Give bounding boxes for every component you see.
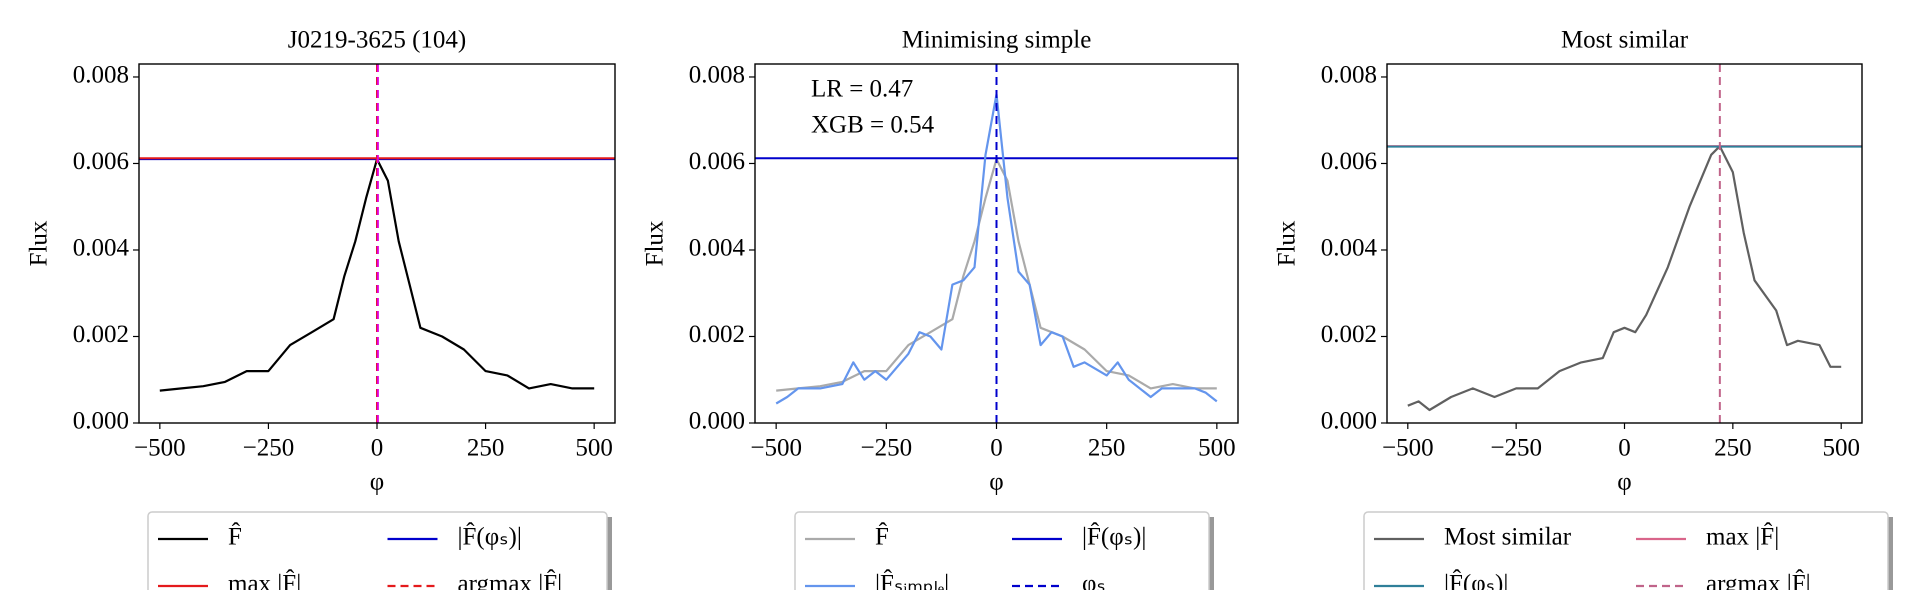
y-axis-label: Flux — [1274, 220, 1301, 266]
legend — [794, 511, 1210, 590]
y-tick-label: 0.004 — [73, 235, 130, 262]
x-tick-label: −250 — [861, 435, 913, 462]
x-tick-label: 500 — [1822, 435, 1860, 462]
y-tick-label: 0.004 — [689, 235, 746, 262]
plot-area — [755, 64, 1238, 423]
subplot: Minimising simple φ Flux −500 −250 0 250 500 0.0… — [642, 27, 1239, 590]
legend-label: argmax |F̂| — [1706, 569, 1811, 590]
y-tick-label: 0.006 — [689, 148, 745, 175]
x-tick-label: 0 — [990, 435, 1003, 462]
plot-area — [139, 64, 615, 423]
y-tick-label: 0.000 — [689, 408, 745, 435]
y-axis-label: Flux — [642, 220, 669, 266]
x-tick-label: −500 — [134, 435, 186, 462]
x-tick-label: 500 — [1198, 435, 1236, 462]
x-tick-label: −250 — [1490, 435, 1542, 462]
legend-label: max |F̂| — [1706, 522, 1779, 551]
y-tick-label: 0.004 — [1321, 235, 1378, 262]
axes-frame — [138, 63, 616, 424]
y-tick-label: 0.002 — [73, 321, 129, 348]
annotation: XGB = 0.54 — [811, 112, 935, 139]
y-tick-label: 0.008 — [73, 62, 129, 89]
legend-label: max |F̂| — [228, 569, 301, 590]
flux-curve — [1407, 145, 1842, 412]
y-tick-label: 0.002 — [1321, 321, 1377, 348]
y-tick-label: 0.002 — [689, 321, 745, 348]
legend — [1363, 511, 1889, 590]
subplot-title: J0219-3625 (104) — [288, 27, 466, 54]
y-tick-label: 0.006 — [73, 148, 129, 175]
x-tick-label: 250 — [1088, 435, 1126, 462]
annotation: LR = 0.47 — [811, 76, 913, 103]
x-tick-label: 250 — [467, 435, 505, 462]
y-tick-label: 0.006 — [1321, 148, 1377, 175]
y-tick-label: 0.000 — [73, 408, 129, 435]
legend — [147, 511, 608, 590]
x-tick-label: −500 — [1382, 435, 1434, 462]
x-tick-label: 0 — [1618, 435, 1631, 462]
y-tick-label: 0.008 — [1321, 62, 1377, 89]
legend-label: Most similar — [1444, 524, 1572, 551]
x-tick-label: 0 — [371, 435, 384, 462]
y-tick-label: 0.008 — [689, 62, 745, 89]
x-tick-label: 250 — [1714, 435, 1752, 462]
x-tick-label: −250 — [243, 435, 295, 462]
legend-label: |F̂(φₛ)| — [458, 522, 522, 551]
x-tick-label: −500 — [750, 435, 802, 462]
legend-label: F̂ — [875, 522, 889, 551]
subplot: Most similar φ Flux −500 −250 0 250 500 0.000 0.0… — [1274, 27, 1893, 590]
legend-label: F̂ — [228, 522, 242, 551]
subplot-title: Most similar — [1561, 27, 1689, 54]
legend-label: φₛ — [1082, 571, 1106, 590]
axes-frame — [1386, 63, 1863, 424]
y-axis-label: Flux — [26, 220, 53, 266]
legend-label: |F̂(φₛ)| — [1082, 522, 1146, 551]
x-axis-label: φ — [370, 469, 384, 496]
x-axis-label: φ — [989, 469, 1003, 496]
subplot: J0219-3625 (104) φ Flux −500 −250 0 250 500 0.00… — [26, 27, 616, 590]
y-tick-label: 0.000 — [1321, 408, 1377, 435]
axes-frame — [754, 63, 1239, 424]
plot-area — [1387, 64, 1862, 423]
legend-label: |F̂(φₛ)| — [1444, 569, 1508, 590]
legend-label: |F̂ₛᵢₘₚₗₑ| — [875, 569, 949, 590]
x-axis-label: φ — [1617, 469, 1631, 496]
legend-label: argmax |F̂| — [458, 569, 563, 590]
subplot-title: Minimising simple — [902, 27, 1092, 54]
x-tick-label: 500 — [575, 435, 613, 462]
